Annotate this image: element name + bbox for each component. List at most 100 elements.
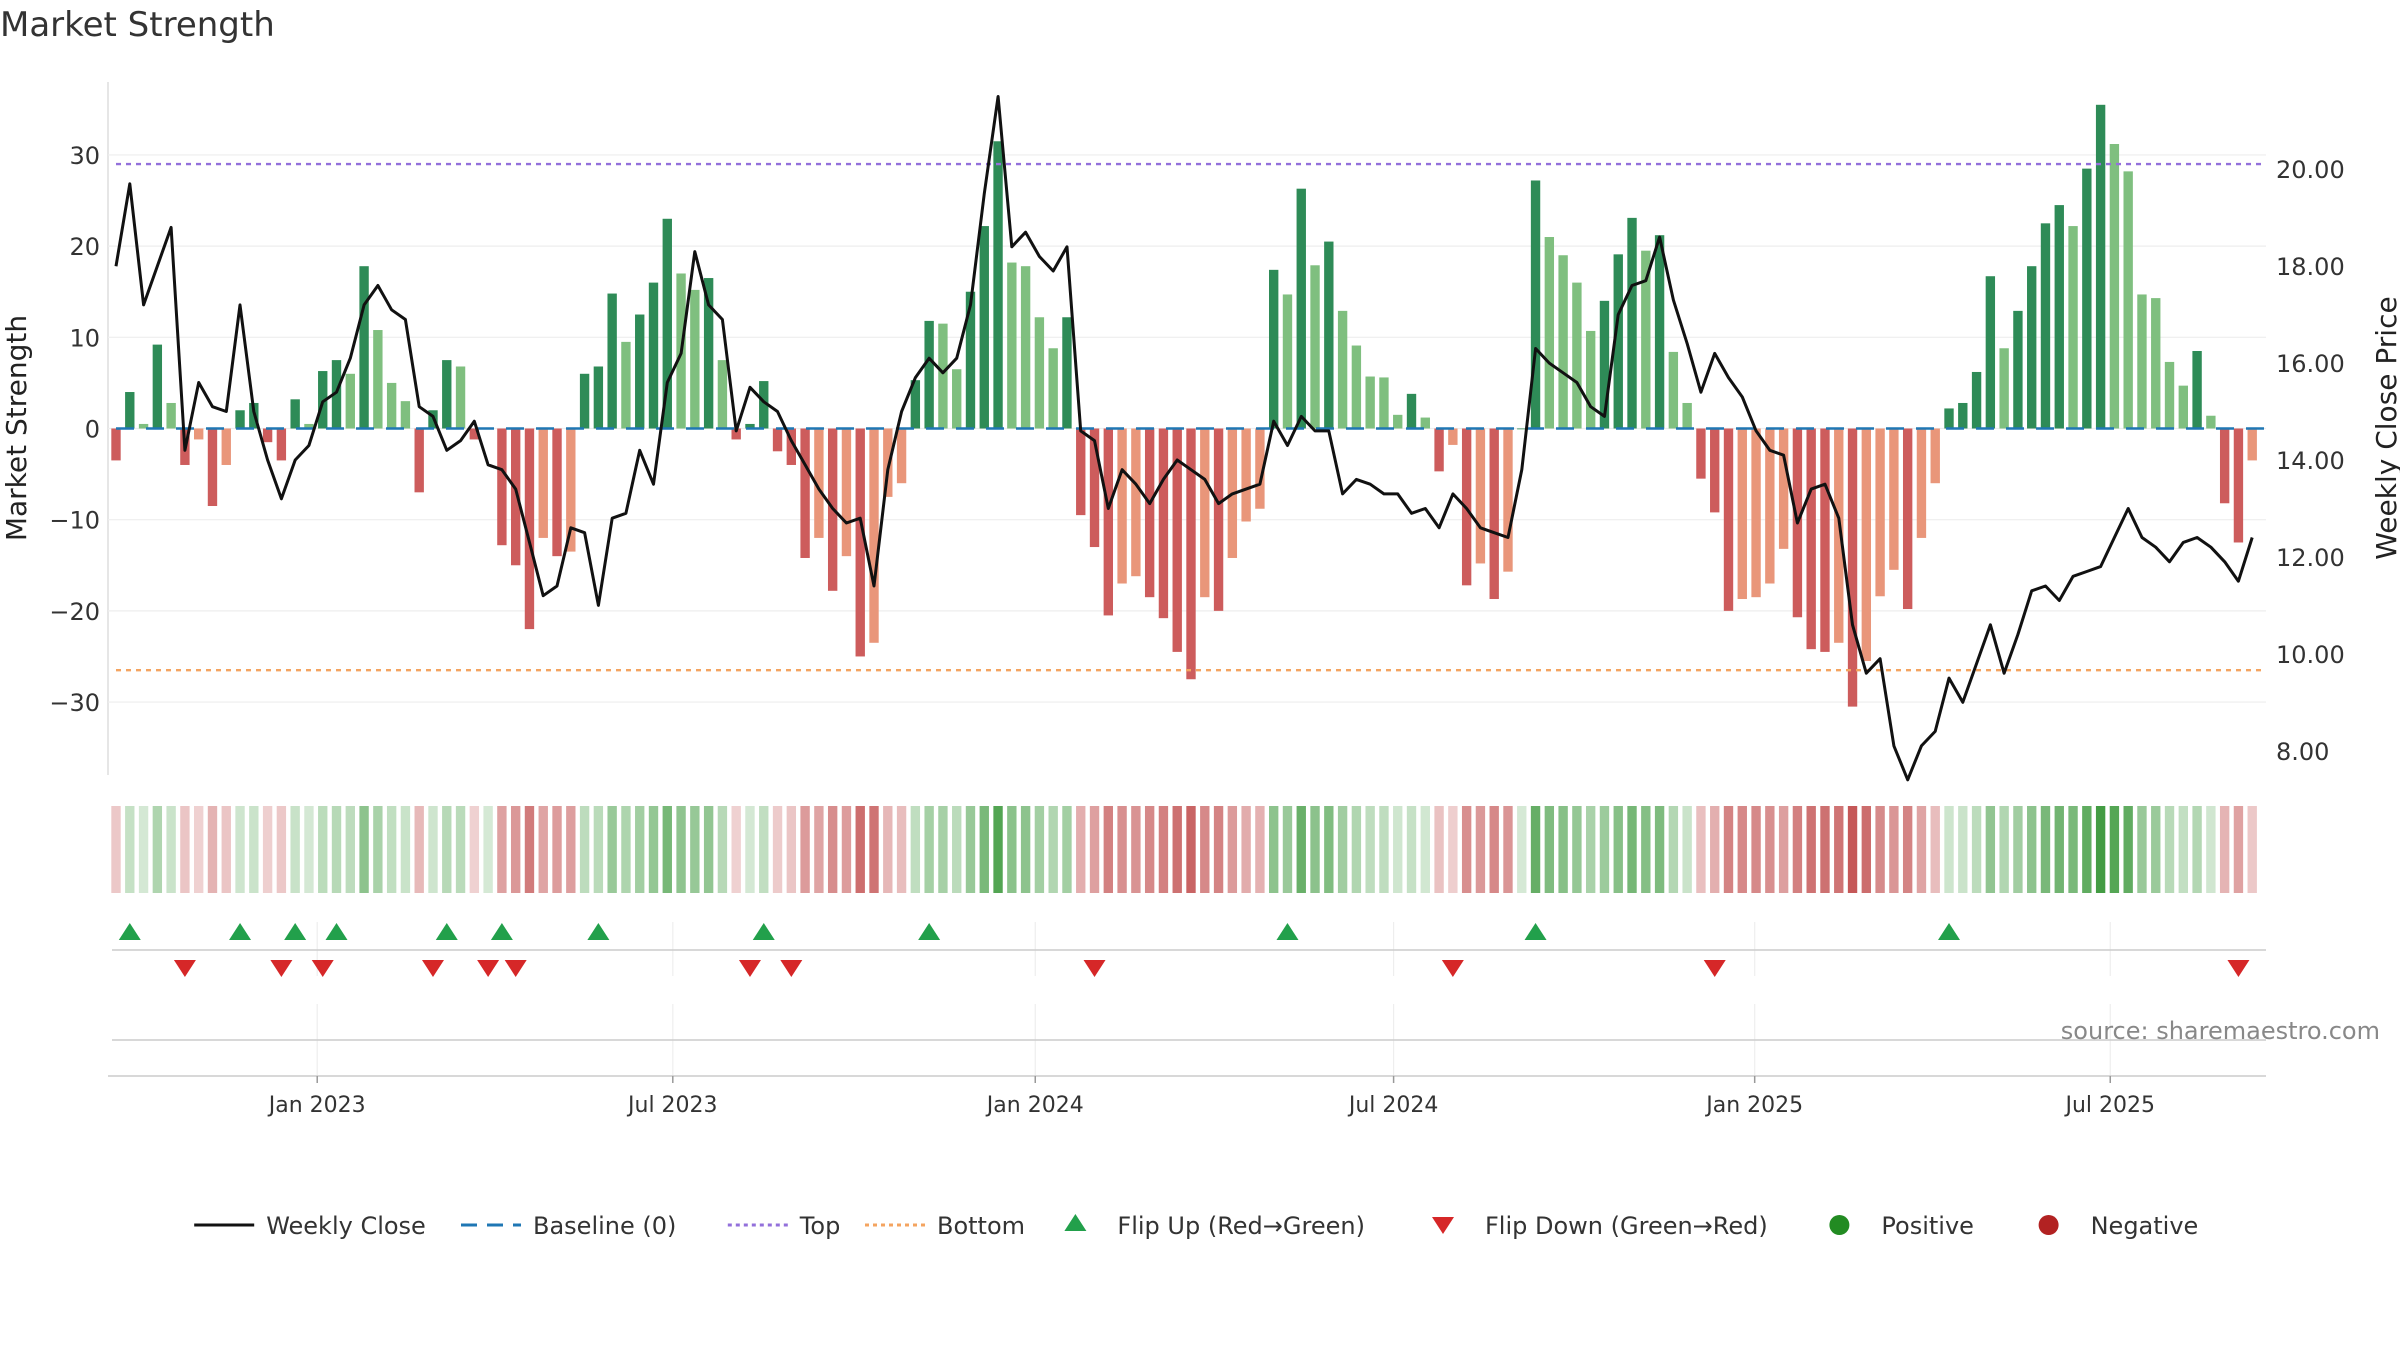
heat-cell bbox=[1489, 806, 1499, 893]
heat-cell bbox=[841, 806, 852, 893]
strength-bar bbox=[841, 428, 852, 557]
strength-bar bbox=[1641, 250, 1651, 429]
strength-bar bbox=[207, 428, 218, 507]
strength-bar bbox=[1310, 265, 1320, 429]
heat-cell bbox=[607, 806, 617, 893]
heat-cell bbox=[111, 806, 121, 893]
strength-bar bbox=[1475, 428, 1486, 564]
x-tick-label: Jul 2023 bbox=[626, 1093, 718, 1118]
heat-cell bbox=[579, 806, 590, 893]
strength-bar bbox=[1296, 188, 1306, 429]
heat-cell bbox=[952, 806, 962, 893]
flip-markers bbox=[112, 923, 2266, 977]
strength-bar bbox=[1889, 428, 1899, 570]
flip-down-marker bbox=[477, 960, 500, 977]
heat-cell bbox=[2178, 806, 2188, 893]
heat-cell bbox=[166, 806, 176, 893]
strength-bar bbox=[2054, 205, 2064, 429]
strength-bar bbox=[1985, 276, 1996, 429]
heat-cell bbox=[759, 806, 769, 893]
flip-up-marker bbox=[587, 923, 610, 940]
strength-bar bbox=[1861, 428, 1872, 662]
heat-cell bbox=[1751, 806, 1761, 893]
strength-bar bbox=[414, 428, 424, 493]
heat-cell bbox=[1916, 806, 1927, 893]
heat-cell bbox=[1365, 806, 1375, 893]
heat-cell bbox=[524, 806, 535, 893]
heat-cell bbox=[1379, 806, 1389, 893]
flip-up-marker bbox=[325, 923, 348, 940]
strength-bar bbox=[1131, 428, 1141, 577]
strength-bar bbox=[138, 423, 149, 429]
strength-bar bbox=[1103, 428, 1113, 616]
heat-cell bbox=[1062, 806, 1072, 893]
chart-title: Market Strength bbox=[0, 5, 275, 45]
heat-cell bbox=[2123, 806, 2133, 893]
heat-cell bbox=[690, 806, 700, 893]
heat-cell bbox=[1131, 806, 1141, 893]
heat-cell bbox=[979, 806, 989, 893]
strength-bar bbox=[1751, 428, 1761, 598]
heat-cell bbox=[2219, 806, 2230, 893]
heat-cell bbox=[1641, 806, 1651, 893]
heat-cell bbox=[883, 806, 893, 893]
heat-cell bbox=[1544, 806, 1555, 893]
strength-bar bbox=[703, 278, 714, 429]
strength-bar bbox=[1158, 428, 1169, 619]
strength-bar bbox=[373, 330, 383, 429]
flip-down-marker bbox=[2227, 960, 2250, 977]
heat-cell bbox=[1944, 806, 1954, 893]
strength-bar bbox=[2137, 294, 2147, 429]
heat-cell bbox=[1861, 806, 1872, 893]
heat-cell bbox=[304, 806, 314, 893]
strength-bar bbox=[1654, 235, 1665, 429]
heat-cell bbox=[745, 806, 755, 893]
heat-cell bbox=[1971, 806, 1982, 893]
heat-cell bbox=[1834, 806, 1844, 893]
strength-bar bbox=[1999, 348, 2009, 429]
heat-cell bbox=[1613, 806, 1623, 893]
strength-bar bbox=[2095, 104, 2106, 429]
heat-cell bbox=[1461, 806, 1472, 893]
strength-bar bbox=[690, 289, 700, 429]
strength-bar bbox=[552, 428, 562, 557]
strength-bar bbox=[2013, 310, 2023, 429]
strength-bar bbox=[1834, 428, 1844, 643]
heat-cell bbox=[373, 806, 383, 893]
heat-cell bbox=[2233, 806, 2244, 893]
strength-bar bbox=[1503, 428, 1513, 572]
flip-down-marker bbox=[1703, 960, 1726, 977]
heat-cell bbox=[2027, 806, 2037, 893]
heat-cell bbox=[772, 806, 783, 893]
heat-cell bbox=[1282, 806, 1293, 893]
heat-cell bbox=[1902, 806, 1913, 893]
strength-bar bbox=[1902, 428, 1913, 610]
heat-cell bbox=[1269, 806, 1279, 893]
heat-cell bbox=[1310, 806, 1320, 893]
heat-cell bbox=[924, 806, 934, 893]
heat-cell bbox=[180, 806, 190, 893]
heat-cell bbox=[1723, 806, 1734, 893]
strength-heatmap-strip bbox=[111, 806, 2257, 893]
legend-swatch-dot bbox=[1829, 1215, 1850, 1235]
strength-bar bbox=[965, 291, 976, 429]
heat-cell bbox=[1875, 806, 1885, 893]
strength-bar bbox=[290, 399, 300, 429]
heat-cell bbox=[207, 806, 218, 893]
strength-bar bbox=[1944, 408, 1954, 429]
x-tick-label: Jan 2023 bbox=[267, 1093, 366, 1118]
heat-cell bbox=[2151, 806, 2161, 893]
heat-cell bbox=[855, 806, 865, 893]
heat-cell bbox=[235, 806, 245, 893]
heat-cell bbox=[1103, 806, 1113, 893]
heat-cell bbox=[262, 806, 273, 893]
heat-cell bbox=[249, 806, 259, 893]
strength-bar bbox=[1062, 317, 1072, 429]
strength-bar bbox=[111, 428, 121, 461]
heat-cell bbox=[221, 806, 231, 893]
heat-cell bbox=[359, 806, 369, 893]
heat-cell bbox=[125, 806, 135, 893]
heat-cell bbox=[331, 806, 342, 893]
heat-cell bbox=[1324, 806, 1334, 893]
